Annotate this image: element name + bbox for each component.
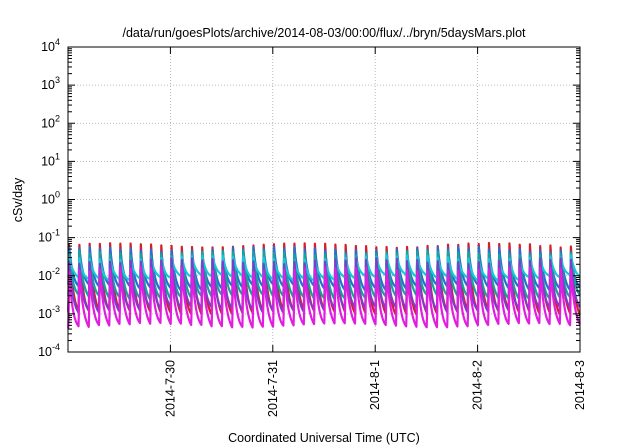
x-axis: 2014-7-30 2014-7-31 2014-8-1 2014-8-2 2014-8… <box>163 47 587 417</box>
x-tick-label: 2014-7-30 <box>163 360 177 417</box>
x-tick-label: 2014-8-1 <box>368 360 382 410</box>
y-tick-label: 103 <box>41 75 60 92</box>
chart-title: /data/run/goesPlots/archive/2014-08-03/0… <box>122 26 526 40</box>
x-tick-label: 2014-8-3 <box>573 360 587 410</box>
y-tick-label: 10-4 <box>38 342 60 359</box>
y-tick-label: 10-2 <box>38 266 60 283</box>
plot-series <box>67 241 581 329</box>
x-tick-label: 2014-8-2 <box>471 360 485 410</box>
x-axis-label: Coordinated Universal Time (UTC) <box>228 431 420 445</box>
y-tick-label: 102 <box>41 113 60 130</box>
x-tick-label: 2014-7-31 <box>266 360 280 417</box>
y-tick-label: 10-3 <box>38 304 60 321</box>
y-tick-label: 101 <box>41 151 60 168</box>
y-tick-label: 104 <box>41 37 60 54</box>
series-line <box>67 265 581 329</box>
y-tick-label: 100 <box>41 190 60 207</box>
y-axis-label: cSv/day <box>11 177 25 222</box>
y-tick-label: 10-1 <box>38 228 60 245</box>
